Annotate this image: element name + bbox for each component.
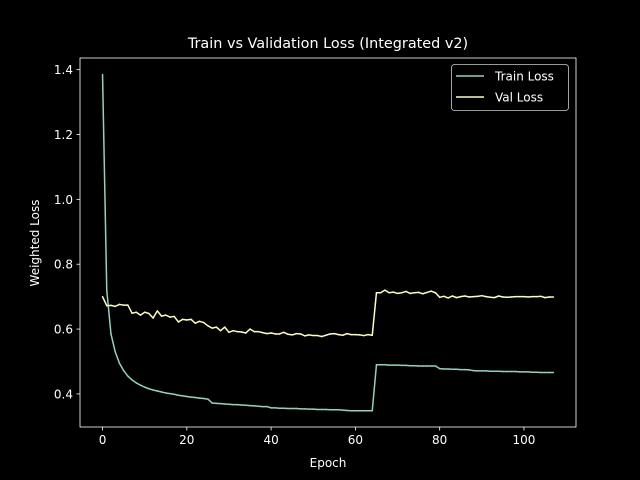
val-loss-segment — [299, 333, 306, 337]
y-tick-label: 0.8 — [54, 258, 73, 272]
val-loss-segment — [219, 326, 226, 332]
y-tick-label: 1.2 — [54, 128, 73, 142]
val-loss-segment — [228, 329, 234, 334]
val-loss-segment — [202, 321, 209, 327]
series-val — [101, 289, 555, 338]
y-tick-label: 1.0 — [54, 193, 73, 207]
val-loss-segment — [278, 331, 285, 335]
train-loss-segment — [106, 289, 112, 335]
val-loss-segment — [384, 289, 390, 294]
train-loss-segment — [207, 398, 213, 404]
val-loss-segment — [249, 328, 255, 333]
plot-lines — [101, 73, 555, 412]
val-loss-segment — [430, 290, 437, 294]
plot-frame — [79, 57, 577, 428]
y-tick-label: 0.6 — [54, 323, 73, 337]
legend-label-val: Val Loss — [495, 91, 543, 105]
x-tick-label: 60 — [348, 433, 363, 447]
val-loss-segment — [139, 311, 146, 316]
val-loss-segment — [177, 318, 184, 323]
train-loss-segment — [127, 375, 133, 381]
legend: Train Loss Val Loss — [451, 64, 569, 111]
val-loss-segment — [156, 310, 163, 317]
val-loss-segment — [101, 295, 108, 307]
val-loss-segment — [127, 304, 133, 314]
val-loss-segment — [443, 295, 449, 299]
train-loss-segment — [143, 386, 150, 390]
train-loss-segment — [110, 333, 116, 353]
val-loss-segment — [165, 314, 171, 318]
x-tick-label: 0 — [99, 433, 107, 447]
x-tick-label: 20 — [179, 433, 194, 447]
legend-label-train: Train Loss — [494, 70, 554, 84]
val-loss-segment — [379, 289, 386, 294]
series-train — [101, 73, 555, 412]
val-loss-segment — [207, 325, 213, 329]
val-loss-segment — [224, 326, 230, 334]
val-loss-segment — [245, 328, 251, 334]
x-tick-label: 100 — [513, 433, 536, 447]
train-loss-segment — [131, 379, 138, 384]
train-loss-segment — [139, 384, 146, 388]
val-loss-segment — [194, 320, 201, 324]
val-loss-segment — [493, 295, 500, 299]
val-loss-segment — [135, 311, 142, 316]
axis-ticks: 0 20 40 60 80 100 0.4 0.6 0.8 1.0 1.2 1.4 — [54, 63, 536, 447]
val-loss-segment — [342, 332, 348, 336]
val-loss-segment — [434, 292, 441, 299]
val-loss-segment — [451, 295, 458, 299]
val-loss-segment — [447, 295, 454, 299]
train-loss-segment — [122, 369, 129, 377]
y-tick-label: 1.4 — [54, 63, 73, 77]
train-loss-segment — [371, 363, 378, 412]
val-loss-segment — [283, 331, 289, 336]
y-axis-label: Weighted Loss — [28, 200, 42, 287]
val-loss-segment — [152, 310, 159, 319]
val-loss-segment — [148, 312, 154, 319]
val-loss-segment — [114, 303, 121, 308]
val-loss-segment — [190, 318, 197, 324]
val-loss-segment — [371, 292, 378, 336]
train-loss-segment — [114, 351, 121, 364]
train-loss-segment — [135, 382, 142, 386]
val-loss-segment — [173, 315, 180, 323]
val-loss-segment — [405, 290, 411, 295]
x-axis-label: Epoch — [310, 456, 347, 470]
y-tick-label: 0.4 — [54, 387, 73, 401]
chart-title: Train vs Validation Loss (Integrated v2) — [187, 36, 468, 52]
train-loss-segment — [118, 362, 125, 372]
val-loss-segment — [215, 326, 222, 332]
train-loss-segment — [434, 365, 441, 370]
x-tick-label: 80 — [432, 433, 447, 447]
x-tick-label: 40 — [263, 433, 278, 447]
train-loss-segment — [101, 73, 108, 291]
